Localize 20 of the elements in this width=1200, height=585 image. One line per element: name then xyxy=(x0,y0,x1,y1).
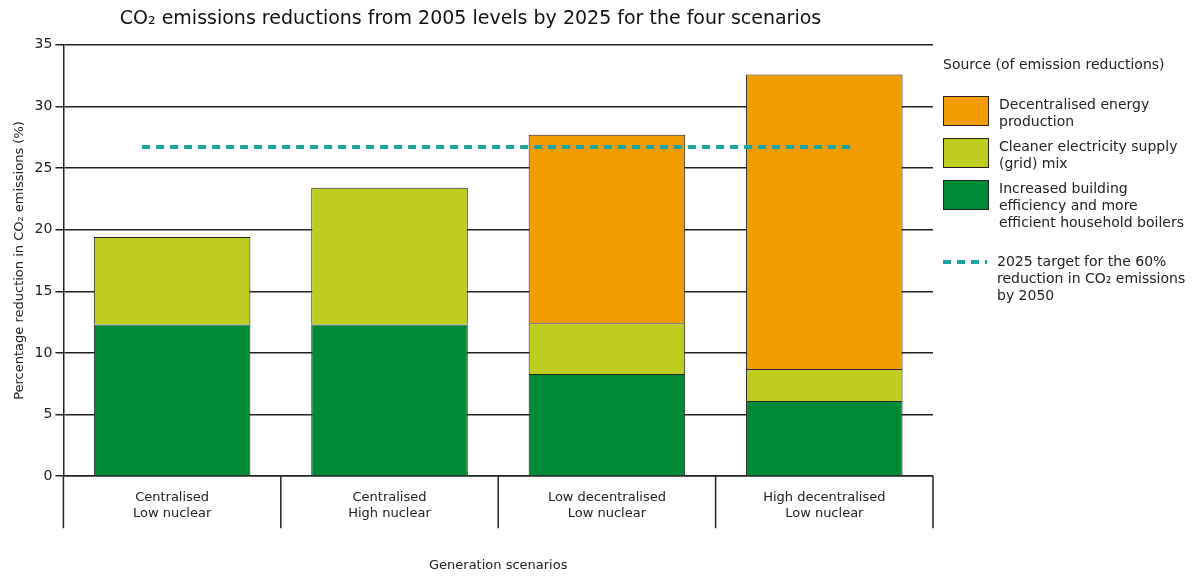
chart-title: CO₂ emissions reductions from 2005 levels by 2025 for the four scenarios xyxy=(119,6,822,29)
y-tick-label: 15 xyxy=(34,281,53,298)
y-tick-label: 25 xyxy=(34,158,53,175)
y-tick-label: 0 xyxy=(43,466,53,483)
x-tick-label: High decentralised Low nuclear xyxy=(763,489,886,520)
y-tick-label: 30 xyxy=(34,97,53,114)
y-tick-label: 20 xyxy=(34,220,53,237)
y-axis-title: Percentage reduction in CO₂ emissions (%) xyxy=(11,121,27,400)
x-axis-title: Generation scenarios xyxy=(428,556,568,572)
legend-label: 2025 target for the 60% reduction in CO₂ emissions by 2050 xyxy=(997,253,1187,304)
y-tick-label: 5 xyxy=(43,405,53,422)
y-tick-label: 10 xyxy=(34,343,53,360)
x-tick-label: Low decentralised Low nuclear xyxy=(547,489,666,520)
y-tick-label: 35 xyxy=(34,35,53,52)
legend-label: Increased building efficiency and more efficient household boilers xyxy=(999,180,1185,231)
x-tick-label: Centralised High nuclear xyxy=(348,489,432,520)
legend-label: Decentralised energy production xyxy=(999,96,1151,130)
x-tick-label: Centralised Low nuclear xyxy=(132,489,212,520)
legend-label: Cleaner electricity supply (grid) mix xyxy=(999,138,1179,172)
legend-title: Source (of emission reductions) xyxy=(943,56,1166,72)
